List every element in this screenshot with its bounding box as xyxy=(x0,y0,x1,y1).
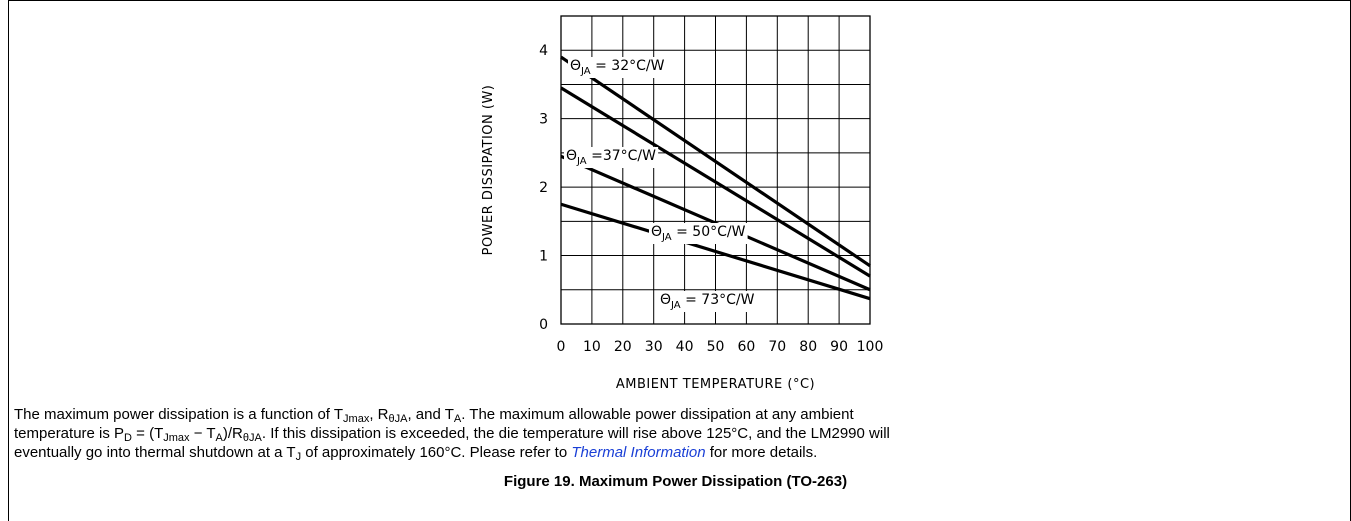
series-label: ΘJA = 73°C/W xyxy=(660,292,755,311)
series-label-value: = 50°C/W xyxy=(672,224,746,240)
description-subscript: θJA xyxy=(242,432,262,444)
series-label-symbol: Θ xyxy=(660,292,671,308)
description-subscript: A xyxy=(453,413,462,425)
series-label-symbol: Θ xyxy=(570,58,581,74)
description-text: , R xyxy=(369,406,389,423)
y-tick-label: 1 xyxy=(539,249,548,265)
series-label-value: =37°C/W xyxy=(587,148,656,164)
series-label: ΘJA = 50°C/W xyxy=(651,224,746,243)
x-tick-label: 10 xyxy=(583,339,601,355)
description-text: , and T xyxy=(407,406,454,423)
series-label: ΘJA =37°C/W xyxy=(566,148,656,167)
series-label-symbol: Θ xyxy=(566,148,577,164)
x-tick-label: 40 xyxy=(676,339,694,355)
x-axis-title: AMBIENT TEMPERATURE (°C) xyxy=(616,377,815,392)
x-tick-label: 50 xyxy=(707,339,725,355)
x-tick-label: 70 xyxy=(768,339,786,355)
description-text: temperature is P xyxy=(14,425,125,442)
series-label: ΘJA = 32°C/W xyxy=(570,58,665,77)
description-text: . The maximum allowable power dissipatio… xyxy=(461,406,854,423)
series-label-value: = 32°C/W xyxy=(591,58,665,74)
series-label-subscript: JA xyxy=(661,232,672,243)
series-label-value: = 73°C/W xyxy=(681,292,755,308)
x-tick-label: 30 xyxy=(645,339,663,355)
description-text: for more details. xyxy=(705,444,818,461)
series-label-background xyxy=(564,147,659,168)
series-label-subscript: JA xyxy=(670,300,681,311)
thermal-information-link[interactable]: Thermal Information xyxy=(571,444,706,461)
series-line xyxy=(560,55,871,268)
x-tick-label: 80 xyxy=(799,339,817,355)
description-subscript: Jmax xyxy=(163,432,190,444)
description-text: = (T xyxy=(132,425,164,442)
y-tick-label: 3 xyxy=(539,112,548,128)
series-label-background xyxy=(649,223,748,244)
description-subscript: J xyxy=(295,451,302,463)
y-tick-label: 2 xyxy=(539,180,548,196)
figure-caption: Figure 19. Maximum Power Dissipation (TO… xyxy=(503,473,848,490)
description-text: of approximately 160°C. Please refer to xyxy=(301,444,572,461)
y-axis-title: POWER DISSIPATION (W) xyxy=(481,85,496,256)
y-tick-label: 4 xyxy=(539,43,548,59)
description-paragraph: The maximum power dissipation is a funct… xyxy=(14,405,1334,463)
series-label-background xyxy=(658,291,757,312)
description-text: The maximum power dissipation is a funct… xyxy=(14,406,344,423)
description-subscript: Jmax xyxy=(343,413,370,425)
description-text: . If this dissipation is exceeded, the d… xyxy=(261,425,890,442)
x-tick-label: 90 xyxy=(830,339,848,355)
series-line xyxy=(560,86,871,278)
series-label-background xyxy=(568,57,667,78)
series-label-symbol: Θ xyxy=(651,224,662,240)
x-tick-label: 0 xyxy=(557,339,566,355)
description-text: eventually go into thermal shutdown at a… xyxy=(14,444,296,461)
description-subscript: D xyxy=(124,432,132,444)
description-text: )/R xyxy=(222,425,243,442)
series-label-subscript: JA xyxy=(580,66,591,77)
y-tick-label: 0 xyxy=(539,317,548,333)
x-tick-label: 20 xyxy=(614,339,632,355)
x-tick-label: 100 xyxy=(857,339,884,355)
plot-frame xyxy=(560,15,871,325)
series-line xyxy=(560,202,871,301)
series-label-subscript: JA xyxy=(576,156,587,167)
description-subscript: θJA xyxy=(388,413,408,425)
description-text: − T xyxy=(189,425,216,442)
description-subscript: A xyxy=(215,432,223,444)
x-tick-label: 60 xyxy=(737,339,755,355)
